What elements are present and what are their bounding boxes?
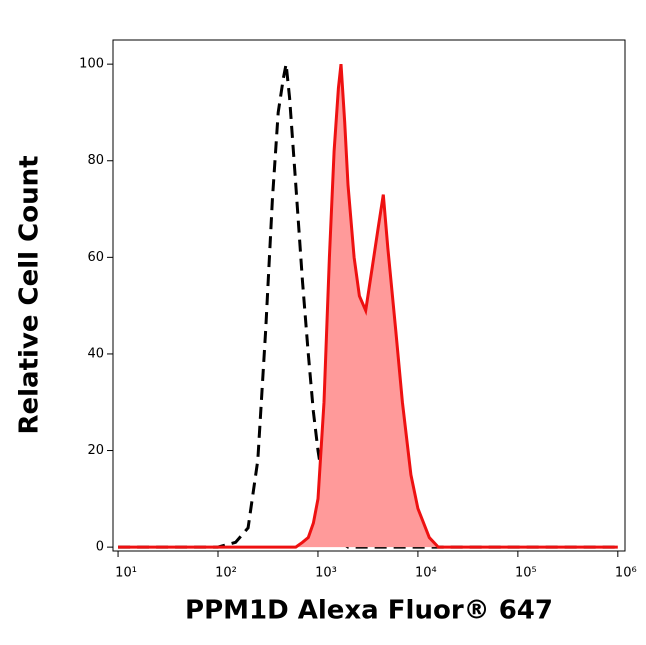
y-tick-label: 20 xyxy=(87,443,104,458)
x-tick-label: 10⁵ xyxy=(515,566,537,581)
line xyxy=(118,63,618,549)
x-tick-label: 10¹ xyxy=(115,566,137,581)
plot-frame xyxy=(112,39,626,552)
x-axis-title: PPM1D Alexa Fluor® 647 xyxy=(185,596,553,626)
x-tick-label: 10² xyxy=(215,566,237,581)
y-tick-label: 100 xyxy=(79,57,104,72)
y-tick-label: 0 xyxy=(96,540,104,555)
x-tick-label: 10⁴ xyxy=(415,566,437,581)
y-tick-label: 80 xyxy=(87,153,104,168)
y-tick-label: 40 xyxy=(87,346,104,361)
x-tick-label: 10⁶ xyxy=(615,566,637,581)
y-tick-label: 60 xyxy=(87,250,104,265)
x-tick-label: 10³ xyxy=(315,566,337,581)
y-axis-title: Relative Cell Count xyxy=(15,155,45,434)
